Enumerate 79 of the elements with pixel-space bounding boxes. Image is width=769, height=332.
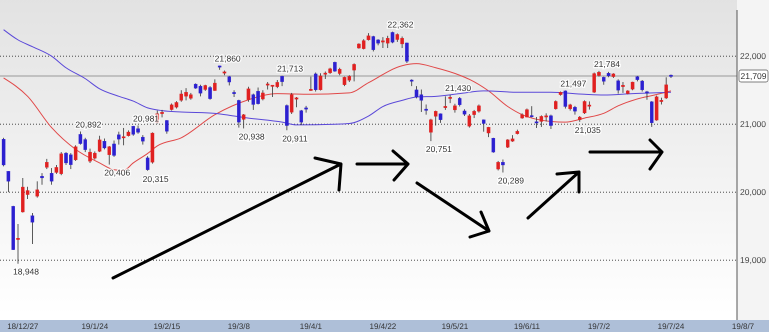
candlestick (141, 134, 145, 145)
candlestick (213, 78, 217, 92)
candlestick (117, 131, 121, 145)
candlestick (309, 76, 313, 92)
candlestick (352, 62, 356, 82)
text: 21,430 (445, 82, 472, 93)
candlestick (554, 100, 558, 110)
x-tick-label: 19/3/8 (228, 322, 251, 331)
candlestick (74, 144, 78, 162)
text: 20,406 (104, 168, 130, 178)
candlestick (405, 42, 409, 64)
y-tick-label: 20,000 (740, 187, 766, 198)
x-tick-label: 19/7/24 (658, 322, 685, 331)
y-tick-label: 22,000 (740, 51, 766, 62)
candlestick (246, 86, 250, 102)
x-tick-label: 19/8/7 (732, 322, 755, 331)
candlestick (444, 96, 448, 110)
x-tick-label: 19/2/15 (153, 322, 181, 331)
x-tick-label: 18/12/27 (7, 322, 39, 331)
text: 21,860 (214, 54, 241, 64)
candlestick (616, 78, 620, 94)
ref-line-label: 21,709 (740, 70, 767, 81)
y-tick-label: 19,000 (740, 255, 766, 266)
text: 22,362 (388, 20, 414, 30)
candlestick (112, 140, 116, 158)
text: 20,289 (498, 176, 524, 186)
text: 20,315 (142, 174, 169, 184)
text: 20,751 (426, 144, 452, 154)
candlestick (645, 90, 649, 100)
candlestick (492, 137, 496, 154)
candlestick (664, 76, 668, 100)
x-tick-label: 19/7/2 (588, 322, 611, 331)
text: 21,497 (560, 78, 586, 88)
text: 18,948 (13, 266, 40, 277)
candlestick (314, 72, 318, 92)
candlestick (448, 94, 452, 104)
candlestick (549, 114, 553, 130)
candlestick (50, 168, 54, 186)
candlestick (122, 128, 126, 146)
candlestick (261, 90, 265, 101)
candlestick (530, 106, 534, 118)
candlestick (333, 61, 337, 72)
candlestick (496, 160, 500, 171)
candlestick (564, 90, 568, 109)
text: 20,911 (282, 133, 308, 144)
candlestick (621, 82, 625, 94)
x-tick-label: 19/5/21 (442, 322, 469, 331)
x-tick-label: 19/6/11 (514, 322, 541, 331)
candlestick (228, 76, 232, 86)
candlestick (318, 72, 322, 91)
y-tick-label: 21,000 (740, 119, 766, 130)
candlestick (30, 212, 34, 244)
text: 20,938 (238, 131, 265, 142)
text: 21,784 (594, 58, 620, 69)
candlestick (107, 146, 111, 165)
text: 21,713 (277, 64, 304, 74)
candlestick (424, 104, 428, 116)
candlestick (208, 86, 212, 100)
candlestick (280, 75, 284, 87)
candlestick (458, 96, 462, 107)
x-tick-label: 19/1/24 (81, 322, 109, 331)
candlestick (45, 158, 49, 170)
candlestick (501, 159, 505, 173)
x-tick-label: 19/4/22 (370, 322, 397, 331)
candlestick (165, 120, 169, 134)
candlestick (285, 104, 289, 131)
line-series (3, 63, 672, 171)
text: 21,035 (574, 124, 601, 135)
candlestick (146, 156, 150, 172)
text: 20,892 (75, 120, 102, 130)
candlestick (390, 31, 394, 44)
candlestick (6, 170, 10, 192)
candlestick (429, 118, 433, 142)
candlestick (102, 138, 106, 150)
candlestick (40, 172, 44, 186)
candlestick (640, 80, 644, 92)
candlestick (232, 90, 236, 98)
candlestick (98, 135, 102, 152)
x-tick-label: 19/4/1 (300, 322, 323, 331)
